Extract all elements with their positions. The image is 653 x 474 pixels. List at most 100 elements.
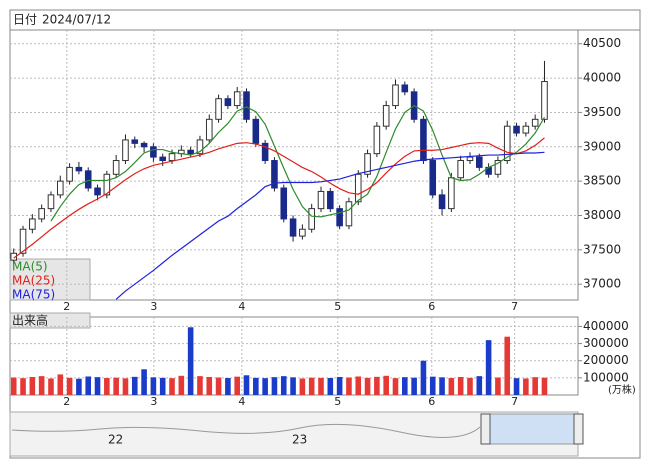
x-tick-label: 2	[63, 300, 70, 313]
volume-bar	[467, 377, 473, 395]
volume-bar	[523, 378, 529, 395]
volume-bar	[336, 377, 343, 395]
candle-body	[84, 170, 92, 189]
header-date: 2024/07/12	[42, 13, 111, 27]
legend-box	[9, 258, 91, 301]
x-tick-label: 7	[511, 300, 518, 313]
y-tick-label: 39000	[583, 139, 621, 153]
candle-body	[522, 125, 530, 134]
volume-bar	[318, 377, 324, 395]
candle-body	[382, 105, 390, 127]
x-tick-label: 6	[428, 300, 435, 313]
y-tick-label: 37000	[583, 277, 621, 291]
volume-bar	[439, 377, 445, 395]
legend-label: MA(5)	[12, 260, 48, 274]
x-tick-label: 5	[334, 300, 341, 313]
volume-bar	[159, 377, 166, 395]
volume-bar	[485, 340, 492, 395]
candle-body	[66, 166, 73, 182]
candle-body	[494, 160, 502, 175]
candle-body	[541, 81, 548, 120]
volume-bar	[504, 336, 511, 395]
legend-label: MA(75)	[12, 288, 55, 302]
volume-bar	[476, 376, 483, 395]
volume-bar	[20, 378, 26, 395]
candle-body	[289, 218, 297, 237]
x-tick-label: 3	[150, 395, 157, 408]
volume-bar	[187, 327, 194, 395]
x-tick-label: 5	[334, 395, 341, 408]
volume-bar	[280, 376, 287, 395]
x-tick-label: 4	[238, 395, 245, 408]
y-tick-label: 38500	[583, 174, 621, 188]
candle-body	[354, 173, 362, 203]
candle-body	[94, 187, 101, 196]
volume-bar	[271, 377, 278, 395]
volume-bar	[448, 378, 455, 395]
candle-body	[252, 118, 260, 144]
volume-bar	[94, 377, 101, 395]
candle-body	[327, 190, 334, 210]
candle-body	[299, 228, 306, 237]
candle-body	[476, 156, 483, 168]
candle-body	[19, 228, 27, 254]
y-tick-label: 39500	[583, 105, 621, 119]
y-tick-label: 37500	[583, 242, 621, 256]
candle-body	[317, 190, 325, 210]
volume-bar	[76, 378, 82, 395]
candle-body	[261, 142, 269, 162]
price-panel	[9, 29, 579, 301]
candle-body	[438, 194, 446, 210]
volume-bar	[541, 377, 548, 395]
volume-bar	[131, 376, 138, 395]
volume-bar	[392, 378, 399, 395]
candle-body	[187, 149, 194, 155]
candle-body	[150, 146, 157, 158]
candle-body	[196, 139, 204, 155]
navigator-handle[interactable]	[573, 413, 584, 445]
volume-bar	[48, 378, 54, 395]
volume-bar	[66, 377, 73, 395]
candle-body	[233, 91, 241, 107]
candle-body	[429, 160, 437, 196]
volume-bar	[150, 377, 157, 395]
ma-line	[50, 104, 545, 222]
candle-body	[103, 173, 111, 196]
candle-body	[448, 177, 455, 210]
candle-body	[308, 208, 315, 230]
volume-bar	[364, 377, 371, 395]
volume-bar	[346, 377, 352, 395]
y-tick-label: 40000	[583, 71, 621, 85]
candle-body	[457, 160, 464, 179]
navigator-window[interactable]	[484, 413, 579, 445]
navigator-handle[interactable]	[480, 413, 491, 445]
navigator-label: 22	[108, 433, 123, 447]
volume-bar	[290, 377, 296, 395]
volume-bar	[355, 376, 362, 395]
y-tick-label: 300000	[583, 336, 629, 350]
candle-body	[168, 153, 176, 162]
volume-bar	[122, 378, 129, 395]
legend-label: MA(25)	[12, 274, 55, 288]
volume-bar	[253, 377, 259, 395]
volume-bar	[215, 377, 222, 395]
candle-body	[122, 139, 129, 162]
candle-body	[38, 208, 45, 220]
volume-bar	[197, 376, 203, 395]
header-label: 日付	[13, 13, 37, 27]
ma-line	[13, 137, 545, 259]
candle-body	[215, 98, 222, 120]
volume-bar	[457, 377, 464, 395]
candle-body	[224, 98, 232, 107]
y-tick-label: 100000	[583, 370, 629, 384]
volume-title-box	[9, 312, 91, 329]
y-tick-label: 400000	[583, 319, 629, 333]
x-tick-label: 7	[511, 395, 518, 408]
volume-title: 出来高	[12, 313, 48, 328]
volume-bar	[243, 375, 250, 395]
volume-bar	[104, 378, 110, 395]
volume-bar	[420, 360, 427, 395]
ma-line	[115, 151, 545, 300]
